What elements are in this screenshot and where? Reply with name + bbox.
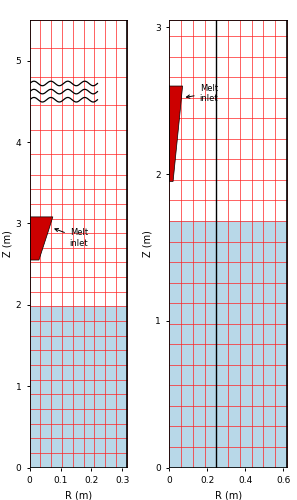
Bar (30, 306, 127, 468)
X-axis label: R (m): R (m) (65, 490, 92, 500)
Text: Melt
inlet: Melt inlet (55, 228, 89, 248)
Polygon shape (169, 86, 183, 182)
Polygon shape (30, 217, 53, 260)
Y-axis label: Z (m): Z (m) (3, 230, 13, 257)
Bar (169, 221, 287, 468)
Y-axis label: Z (m): Z (m) (143, 230, 152, 257)
X-axis label: R (m): R (m) (215, 490, 242, 500)
Text: Melt
inlet: Melt inlet (187, 84, 218, 103)
